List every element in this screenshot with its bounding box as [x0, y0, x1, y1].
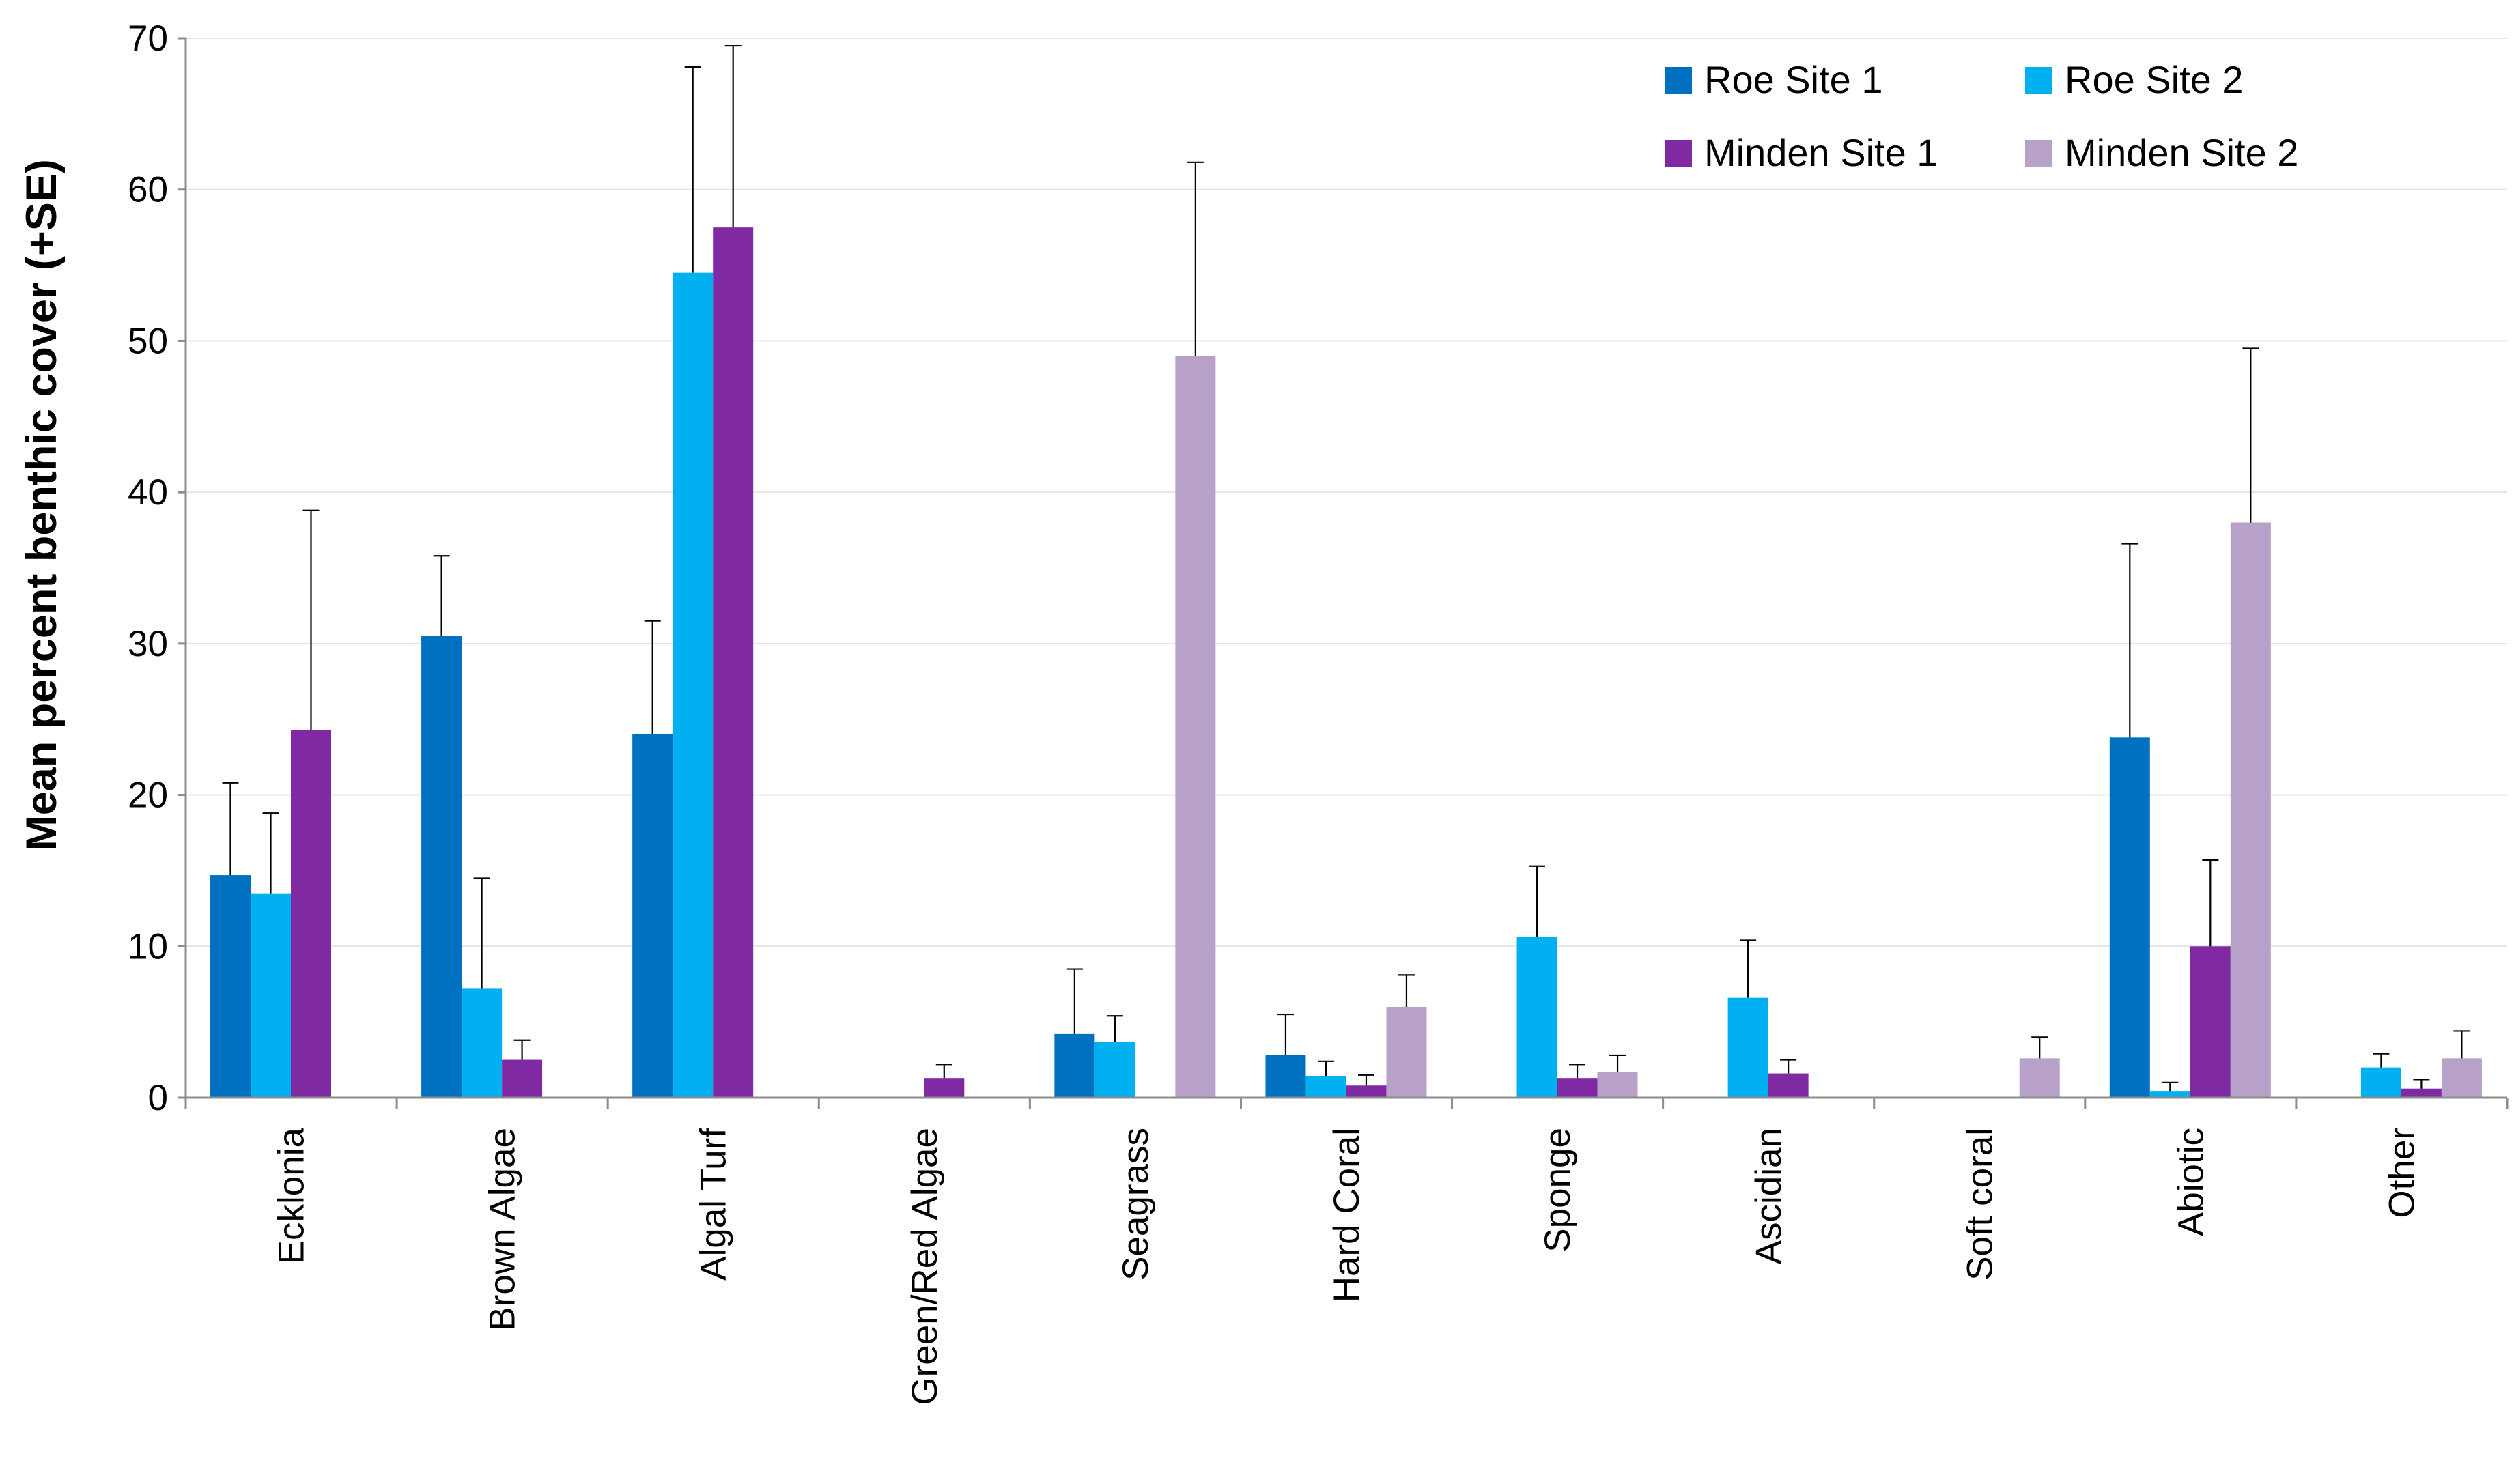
bar-minden-site-2 — [1386, 1006, 1427, 1098]
bar-roe-site-1 — [421, 636, 462, 1098]
x-category-label: Algal Turf — [694, 1128, 734, 1281]
x-category-label: Abiotic — [2171, 1128, 2211, 1236]
x-category-label: Sponge — [1538, 1128, 1578, 1253]
bar-roe-site-2 — [1305, 1076, 1346, 1098]
y-axis-title: Mean percent benthic cover (+SE) — [18, 159, 66, 851]
bar-minden-site-1 — [291, 730, 331, 1098]
axes — [178, 37, 2509, 1109]
x-category-label: Brown Algae — [483, 1128, 523, 1331]
legend-label: Roe Site 1 — [1704, 58, 1883, 101]
bar-minden-site-1 — [1557, 1078, 1598, 1098]
y-tick-label: 20 — [128, 775, 168, 816]
x-category-label: Ascidian — [1749, 1128, 1789, 1264]
y-tick-label: 0 — [148, 1078, 168, 1118]
legend-item: Minden Site 1 — [1665, 131, 1938, 174]
bar-roe-site-2 — [1727, 997, 1768, 1098]
bar-roe-site-1 — [632, 734, 673, 1098]
bar-minden-site-1 — [2190, 946, 2231, 1098]
legend-label: Roe Site 2 — [2065, 58, 2244, 101]
x-category-labels: Ecklonia Brown Algae Algal Turf Green/Red A… — [272, 1127, 2423, 1405]
bar-roe-site-1 — [210, 875, 251, 1098]
legend-swatch — [1665, 67, 1692, 94]
x-category-label: Green/Red Algae — [905, 1128, 945, 1405]
x-category-label: Ecklonia — [272, 1127, 312, 1264]
bar-minden-site-1 — [502, 1059, 543, 1098]
y-tick-label: 50 — [128, 321, 168, 361]
legend-item: Roe Site 2 — [2025, 58, 2244, 101]
error-bars — [222, 44, 2470, 1092]
legend-label: Minden Site 1 — [1704, 131, 1938, 174]
legend-swatch — [2025, 67, 2052, 94]
bar-minden-site-2 — [1175, 356, 1216, 1098]
y-tick-labels: 0 10 20 30 40 50 60 70 — [128, 18, 168, 1118]
x-category-label: Soft coral — [1960, 1128, 2000, 1281]
bars — [210, 227, 2482, 1098]
gridlines — [186, 38, 2507, 947]
bar-minden-site-2 — [2441, 1058, 2482, 1098]
bar-roe-site-2 — [462, 988, 503, 1098]
bar-minden-site-2 — [2019, 1058, 2060, 1098]
bar-minden-site-1 — [1346, 1085, 1387, 1098]
bar-roe-site-1 — [1054, 1033, 1095, 1098]
legend-swatch — [1665, 140, 1692, 167]
bar-roe-site-1 — [2109, 737, 2150, 1098]
bar-minden-site-1 — [713, 227, 754, 1098]
y-tick-label: 60 — [128, 170, 168, 210]
bar-minden-site-2 — [1597, 1072, 1638, 1098]
y-tick-label: 10 — [128, 926, 168, 967]
legend-swatch — [2025, 140, 2052, 167]
y-tick-label: 70 — [128, 18, 168, 59]
bar-minden-site-1 — [924, 1078, 965, 1098]
bar-roe-site-2 — [2149, 1091, 2190, 1098]
legend: Roe Site 1 Roe Site 2 Minden Site 1 Minden … — [1665, 58, 2298, 174]
legend-label: Minden Site 2 — [2065, 131, 2298, 174]
y-tick-label: 30 — [128, 624, 168, 664]
bar-roe-site-2 — [673, 272, 714, 1098]
x-category-label: Other — [2382, 1128, 2422, 1218]
bar-roe-site-2 — [1516, 937, 1557, 1098]
x-category-label: Seagrass — [1116, 1128, 1156, 1281]
bar-minden-site-1 — [2401, 1088, 2442, 1098]
legend-item: Roe Site 1 — [1665, 58, 1883, 101]
bar-minden-site-1 — [1768, 1073, 1809, 1098]
bar-roe-site-2 — [251, 893, 291, 1098]
bar-roe-site-2 — [2360, 1067, 2401, 1098]
x-category-label: Hard Coral — [1327, 1128, 1367, 1302]
bar-roe-site-1 — [1265, 1055, 1306, 1098]
bar-minden-site-2 — [2230, 522, 2271, 1098]
y-tick-label: 40 — [128, 472, 168, 513]
bar-roe-site-2 — [1094, 1041, 1135, 1098]
legend-item: Minden Site 2 — [2025, 131, 2298, 174]
